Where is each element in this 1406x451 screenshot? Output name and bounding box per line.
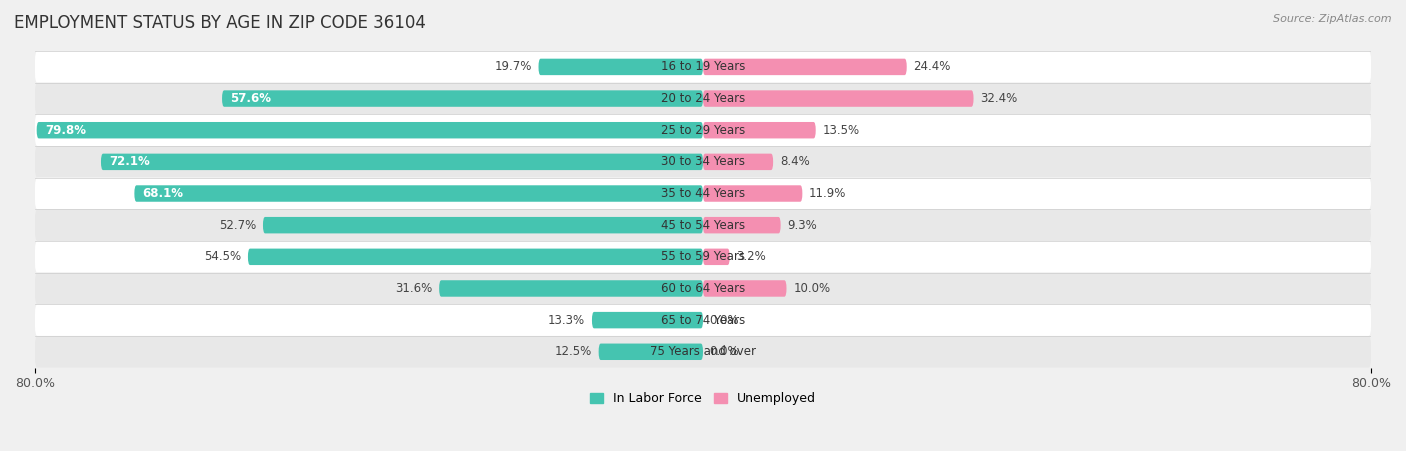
FancyBboxPatch shape (35, 146, 1371, 178)
FancyBboxPatch shape (35, 115, 1371, 146)
Text: 72.1%: 72.1% (110, 155, 150, 168)
Text: 45 to 54 Years: 45 to 54 Years (661, 219, 745, 232)
FancyBboxPatch shape (35, 209, 1371, 241)
FancyBboxPatch shape (703, 249, 730, 265)
Text: 75 Years and over: 75 Years and over (650, 345, 756, 358)
Text: 0.0%: 0.0% (710, 313, 740, 327)
Text: 20 to 24 Years: 20 to 24 Years (661, 92, 745, 105)
Text: 12.5%: 12.5% (555, 345, 592, 358)
Text: 30 to 34 Years: 30 to 34 Years (661, 155, 745, 168)
FancyBboxPatch shape (439, 280, 703, 297)
Text: 68.1%: 68.1% (143, 187, 184, 200)
Text: 13.3%: 13.3% (548, 313, 585, 327)
FancyBboxPatch shape (35, 83, 1371, 115)
Text: 24.4%: 24.4% (914, 60, 950, 74)
FancyBboxPatch shape (35, 336, 1371, 368)
Text: 3.2%: 3.2% (737, 250, 766, 263)
FancyBboxPatch shape (599, 344, 703, 360)
Text: EMPLOYMENT STATUS BY AGE IN ZIP CODE 36104: EMPLOYMENT STATUS BY AGE IN ZIP CODE 361… (14, 14, 426, 32)
FancyBboxPatch shape (703, 90, 973, 107)
Text: 16 to 19 Years: 16 to 19 Years (661, 60, 745, 74)
Text: 35 to 44 Years: 35 to 44 Years (661, 187, 745, 200)
FancyBboxPatch shape (703, 217, 780, 234)
Text: 32.4%: 32.4% (980, 92, 1018, 105)
FancyBboxPatch shape (35, 273, 1371, 304)
Text: 65 to 74 Years: 65 to 74 Years (661, 313, 745, 327)
FancyBboxPatch shape (35, 241, 1371, 273)
Text: 25 to 29 Years: 25 to 29 Years (661, 124, 745, 137)
Text: 55 to 59 Years: 55 to 59 Years (661, 250, 745, 263)
Text: 13.5%: 13.5% (823, 124, 859, 137)
Legend: In Labor Force, Unemployed: In Labor Force, Unemployed (586, 388, 820, 409)
Text: 0.0%: 0.0% (710, 345, 740, 358)
Text: 79.8%: 79.8% (45, 124, 86, 137)
FancyBboxPatch shape (703, 280, 786, 297)
Text: 19.7%: 19.7% (495, 60, 531, 74)
FancyBboxPatch shape (263, 217, 703, 234)
FancyBboxPatch shape (222, 90, 703, 107)
Text: 57.6%: 57.6% (231, 92, 271, 105)
Text: 8.4%: 8.4% (780, 155, 810, 168)
FancyBboxPatch shape (703, 59, 907, 75)
FancyBboxPatch shape (135, 185, 703, 202)
FancyBboxPatch shape (703, 154, 773, 170)
Text: 11.9%: 11.9% (808, 187, 846, 200)
Text: 52.7%: 52.7% (219, 219, 256, 232)
FancyBboxPatch shape (247, 249, 703, 265)
FancyBboxPatch shape (538, 59, 703, 75)
FancyBboxPatch shape (35, 51, 1371, 83)
FancyBboxPatch shape (703, 185, 803, 202)
Text: 31.6%: 31.6% (395, 282, 433, 295)
Text: 10.0%: 10.0% (793, 282, 831, 295)
FancyBboxPatch shape (592, 312, 703, 328)
Text: 60 to 64 Years: 60 to 64 Years (661, 282, 745, 295)
FancyBboxPatch shape (101, 154, 703, 170)
FancyBboxPatch shape (35, 178, 1371, 209)
Text: 54.5%: 54.5% (204, 250, 242, 263)
FancyBboxPatch shape (703, 122, 815, 138)
Text: Source: ZipAtlas.com: Source: ZipAtlas.com (1274, 14, 1392, 23)
FancyBboxPatch shape (37, 122, 703, 138)
FancyBboxPatch shape (35, 304, 1371, 336)
Text: 9.3%: 9.3% (787, 219, 817, 232)
